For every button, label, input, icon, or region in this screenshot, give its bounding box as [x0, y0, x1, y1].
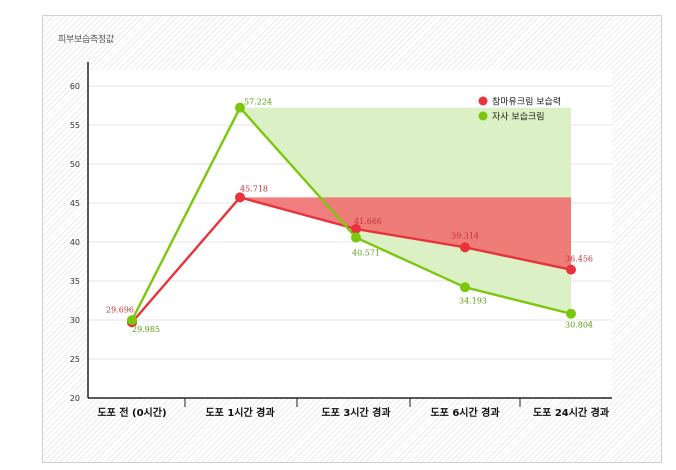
y-tick-label: 40 [70, 238, 80, 247]
x-category-label: 도포 1시간 경과 [205, 406, 275, 419]
data-point [127, 315, 137, 326]
y-tick-label: 45 [70, 199, 80, 208]
data-label: 40.571 [352, 249, 380, 258]
data-label: 39.314 [451, 231, 479, 240]
x-category-label: 도포 6시간 경과 [430, 406, 500, 419]
data-point [460, 242, 470, 253]
data-label: 41.666 [354, 217, 382, 226]
x-category-label: 도포 전 (0시간) [97, 406, 166, 419]
data-label: 57.224 [244, 98, 272, 107]
y-tick-label: 30 [70, 316, 80, 325]
data-label: 45.718 [240, 184, 268, 193]
y-tick-label: 35 [70, 277, 80, 286]
data-point [235, 192, 245, 203]
data-label: 29.985 [132, 325, 160, 334]
data-point [460, 282, 470, 293]
x-category-label: 도포 3시간 경과 [321, 406, 391, 419]
legend-marker [478, 96, 488, 106]
legend-label: 참마유크림 보습력 [492, 96, 561, 108]
data-point [566, 264, 576, 275]
y-tick-label: 50 [70, 160, 80, 169]
y-tick-label: 20 [70, 394, 80, 403]
data-point [351, 224, 361, 235]
data-label: 36.456 [565, 255, 593, 264]
data-label: 29.696 [106, 305, 134, 314]
y-axis-title: 피부보습측정값 [58, 35, 114, 45]
data-point [566, 308, 576, 319]
legend-label: 자사 보습크림 [492, 111, 545, 123]
x-category-label: 도포 24시간 경과 [533, 406, 610, 419]
data-point [235, 102, 245, 113]
data-label: 30.804 [565, 321, 593, 330]
y-tick-label: 25 [70, 355, 80, 364]
data-label: 34.193 [459, 296, 487, 305]
legend-marker [478, 111, 488, 121]
data-point [351, 232, 361, 243]
y-tick-label: 60 [70, 82, 80, 91]
y-tick-label: 55 [70, 121, 80, 130]
